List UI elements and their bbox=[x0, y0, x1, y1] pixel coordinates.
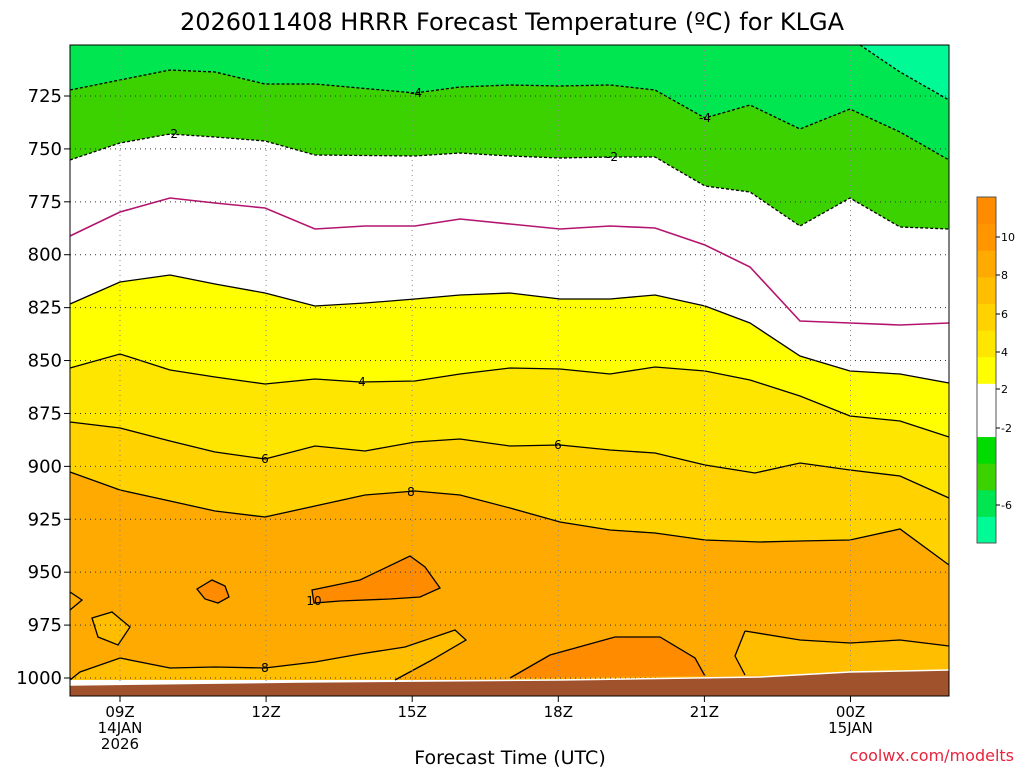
y-tick-label: 800 bbox=[28, 245, 62, 266]
isotherm-4 bbox=[69, 353, 950, 438]
contour-label: 4 bbox=[358, 375, 366, 389]
isotherm-10 bbox=[196, 579, 230, 604]
x-tick-label: 15Z bbox=[398, 703, 427, 721]
colorbar-swatch bbox=[977, 383, 996, 411]
contour-labels: -4 -4 -2 -2 4 6 6 8 8 10 bbox=[166, 86, 711, 675]
colorbar-frame bbox=[976, 196, 997, 544]
y-tick-label: 875 bbox=[28, 403, 62, 424]
contour-label: -2 bbox=[606, 150, 618, 164]
contour-label: 8 bbox=[407, 485, 415, 499]
band-8-to-10 bbox=[70, 472, 949, 680]
isotherm-2 bbox=[69, 274, 950, 384]
isotherm-10 bbox=[311, 555, 441, 604]
y-tick-label: 725 bbox=[28, 86, 62, 107]
contour-label: 6 bbox=[554, 438, 562, 452]
colorbar-swatch bbox=[977, 436, 996, 464]
band-above-10 bbox=[197, 580, 229, 603]
contour-label: 6 bbox=[261, 452, 269, 466]
colorbar-swatch bbox=[977, 409, 996, 438]
band-above-10 bbox=[312, 556, 440, 603]
colorbar-swatch bbox=[977, 197, 996, 225]
y-tick-label: 925 bbox=[28, 509, 62, 530]
y-tick-label: 775 bbox=[28, 192, 62, 213]
y-tick-label: 850 bbox=[28, 351, 62, 372]
isotherm-minus2 bbox=[69, 133, 950, 230]
isotherm-8 bbox=[69, 629, 468, 681]
x-tick-label: 14JAN bbox=[98, 719, 143, 737]
isotherm-8 bbox=[734, 630, 746, 676]
band-above-10 bbox=[510, 637, 705, 678]
colorbar-tick-label: 4 bbox=[1001, 346, 1008, 359]
colorbar-tick-label: -2 bbox=[1001, 422, 1012, 435]
colorbar-swatch bbox=[977, 356, 996, 384]
isotherm-8 bbox=[69, 471, 950, 566]
y-axis: 725 750 775 800 825 850 875 900 925 950 975 1000 bbox=[16, 86, 70, 689]
y-tick-label: 975 bbox=[28, 615, 62, 636]
isotherm-minus6 bbox=[859, 44, 950, 101]
band-below-minus6 bbox=[848, 45, 949, 100]
colorbar-swatch bbox=[977, 223, 996, 251]
colorbar-tick-label: -6 bbox=[1001, 499, 1012, 512]
colorbar-tick-label: 2 bbox=[1001, 383, 1008, 396]
x-tick-label: 21Z bbox=[690, 703, 719, 721]
x-tick-label: 18Z bbox=[544, 703, 573, 721]
contour-label: -2 bbox=[166, 127, 178, 141]
surface-line bbox=[69, 669, 950, 686]
colorbar-swatch bbox=[977, 276, 996, 304]
credit-text: coolwx.com/modelts bbox=[850, 746, 1014, 765]
colorbar-tick-label: 6 bbox=[1001, 308, 1008, 321]
isotherm-6 bbox=[69, 421, 950, 499]
temperature-fields bbox=[70, 45, 949, 680]
colorbar: -6 -2 2 4 6 8 10 bbox=[976, 196, 1015, 544]
plot-frame bbox=[69, 44, 950, 697]
x-axis-label: Forecast Time (UTC) bbox=[414, 747, 605, 768]
colorbar-tick-label: 8 bbox=[1001, 269, 1008, 282]
colorbar-swatch bbox=[977, 516, 996, 544]
contour-label: 10 bbox=[306, 594, 321, 608]
isotherm-contours bbox=[69, 44, 950, 681]
gridlines bbox=[70, 45, 949, 696]
x-tick-label: 09Z bbox=[105, 703, 134, 721]
band-8-below bbox=[735, 631, 949, 680]
y-tick-label: 750 bbox=[28, 139, 62, 160]
y-tick-label: 950 bbox=[28, 562, 62, 583]
y-tick-label: 900 bbox=[28, 456, 62, 477]
colorbar-swatch bbox=[977, 489, 996, 517]
colorbar-tick-label: 10 bbox=[1001, 231, 1015, 244]
x-tick-label: 00Z bbox=[836, 703, 865, 721]
surface-ground bbox=[70, 670, 949, 696]
y-tick-label: 825 bbox=[28, 298, 62, 319]
isotherm-8 bbox=[744, 630, 950, 647]
colorbar-swatch bbox=[977, 330, 996, 358]
colorbar-swatch bbox=[977, 250, 996, 278]
isotherm-8 bbox=[91, 611, 131, 646]
band-8-below bbox=[70, 630, 466, 680]
x-tick-label: 12Z bbox=[251, 703, 280, 721]
isotherm-8 bbox=[69, 591, 84, 611]
contour-label: -4 bbox=[699, 111, 711, 125]
colorbar-swatch bbox=[977, 303, 996, 331]
chart-title: 2026011408 HRRR Forecast Temperature (ºC… bbox=[180, 8, 845, 36]
contour-label: -4 bbox=[410, 86, 422, 100]
x-tick-label: 2026 bbox=[101, 735, 139, 753]
x-tick-label: 15JAN bbox=[828, 719, 873, 737]
isotherm-10 bbox=[509, 636, 706, 679]
contour-label: 8 bbox=[261, 661, 269, 675]
isotherm-0 bbox=[69, 197, 950, 326]
colorbar-swatch bbox=[977, 463, 996, 491]
y-tick-label: 1000 bbox=[16, 668, 62, 689]
